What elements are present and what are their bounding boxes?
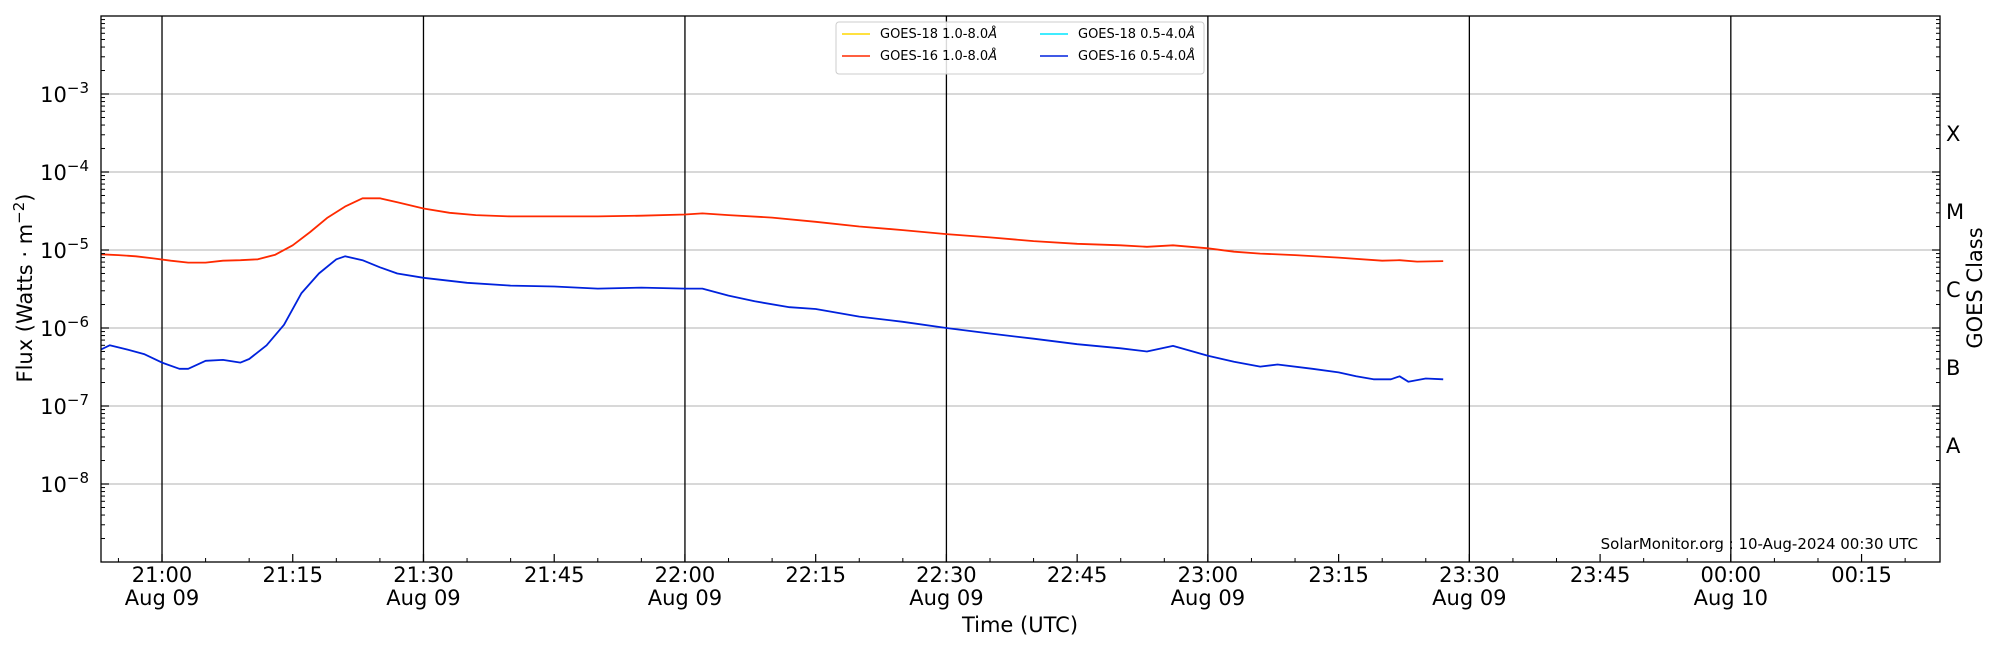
credit-text: SolarMonitor.org : 10-Aug-2024 00:30 UTC — [1601, 535, 1918, 553]
y-axis-title-exponent: −2 — [10, 202, 28, 224]
y-axis-ticks: 10−810−710−610−510−410−3 — [40, 19, 1940, 540]
plot-frame — [100, 15, 1941, 563]
y-axis-title: Flux (Watts · m−2) — [10, 193, 37, 382]
series-line-0 — [100, 197, 1444, 264]
legend-entry: GOES-18 0.5-4.0Å — [1078, 26, 1195, 42]
legend-entry: GOES-16 1.0-8.0Å — [880, 48, 997, 64]
goes-class-label: A — [1946, 434, 1961, 458]
goes-class-label: X — [1946, 122, 1960, 146]
goes-class-label: M — [1946, 200, 1964, 224]
grid-lines — [101, 16, 1940, 562]
x-tick-label: 22:15 — [785, 563, 846, 587]
y-tick-exponent: −7 — [67, 391, 89, 409]
y-tick-mantissa: 10 — [40, 473, 67, 497]
x-tick-date-label: Aug 09 — [1432, 586, 1506, 610]
legend-entry-name: GOES-16 0.5-4.0 — [1078, 49, 1186, 64]
goes-class-axis-title: GOES Class — [1963, 227, 1987, 348]
y-tick-label: 10−7 — [40, 391, 89, 419]
x-tick-date-label: Aug 09 — [125, 586, 199, 610]
legend-box — [835, 21, 1205, 75]
y-tick-label: 10−8 — [40, 469, 89, 497]
y-axis-title-text: Flux (Watts · m — [13, 224, 37, 383]
y-tick-mantissa: 10 — [40, 83, 67, 107]
legend-entry-name: GOES-18 1.0-8.0 — [880, 27, 988, 42]
x-tick-label: 23:30 — [1439, 563, 1500, 587]
legend-entry-unit: Å — [1185, 26, 1195, 42]
x-tick-date-label: Aug 09 — [909, 586, 983, 610]
goes-class-label: B — [1946, 356, 1960, 380]
x-axis-title: Time (UTC) — [961, 613, 1078, 637]
legend-entry-unit: Å — [1185, 48, 1195, 64]
data-series — [100, 197, 1444, 383]
x-tick-label: 23:15 — [1308, 563, 1369, 587]
legend-entry-unit: Å — [987, 48, 997, 64]
y-tick-exponent: −5 — [67, 235, 89, 253]
y-tick-label: 10−4 — [40, 157, 89, 185]
x-tick-label: 21:15 — [262, 563, 323, 587]
legend-entry-unit: Å — [987, 26, 997, 42]
x-tick-date-label: Aug 09 — [1171, 586, 1245, 610]
y-tick-label: 10−3 — [40, 79, 89, 107]
y-axis-title-close: ) — [13, 193, 37, 201]
x-tick-label: 22:45 — [1047, 563, 1108, 587]
y-tick-mantissa: 10 — [40, 239, 67, 263]
x-tick-date-label: Aug 09 — [386, 586, 460, 610]
y-tick-label: 10−6 — [40, 313, 89, 341]
series-line-1 — [100, 255, 1444, 383]
x-tick-label: 21:45 — [524, 563, 585, 587]
x-tick-label: 23:45 — [1570, 563, 1631, 587]
y-tick-exponent: −6 — [67, 313, 89, 331]
x-tick-date-label: Aug 10 — [1694, 586, 1768, 610]
y-tick-mantissa: 10 — [40, 395, 67, 419]
x-tick-label: 23:00 — [1178, 563, 1239, 587]
y-tick-exponent: −4 — [67, 157, 89, 175]
y-tick-label: 10−5 — [40, 235, 89, 263]
goes-class-axis: A B C M X — [1946, 122, 1964, 458]
y-tick-exponent: −3 — [67, 79, 89, 97]
legend-entry-name: GOES-18 0.5-4.0 — [1078, 27, 1186, 42]
goes-class-label: C — [1946, 278, 1961, 302]
x-tick-label: 00:15 — [1831, 563, 1892, 587]
legend-entry: GOES-16 0.5-4.0Å — [1078, 48, 1195, 64]
legend-entry-name: GOES-16 1.0-8.0 — [880, 49, 988, 64]
x-tick-date-label: Aug 09 — [648, 586, 722, 610]
y-tick-mantissa: 10 — [40, 317, 67, 341]
x-tick-label: 21:30 — [393, 563, 454, 587]
x-tick-label: 00:00 — [1701, 563, 1762, 587]
legend-entry: GOES-18 1.0-8.0Å — [880, 26, 997, 42]
x-tick-label: 21:00 — [132, 563, 193, 587]
y-tick-mantissa: 10 — [40, 161, 67, 185]
x-tick-label: 22:00 — [655, 563, 716, 587]
y-tick-exponent: −8 — [67, 469, 89, 487]
x-tick-label: 22:30 — [916, 563, 977, 587]
